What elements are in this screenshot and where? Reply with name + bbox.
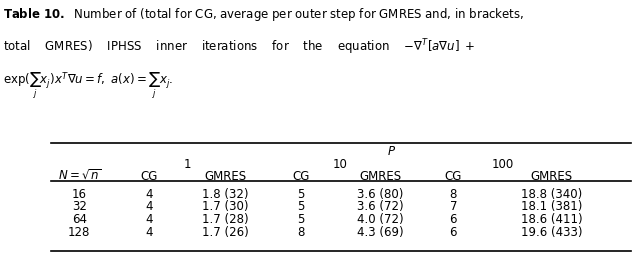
Text: $N = \sqrt{n}$: $N = \sqrt{n}$ xyxy=(58,169,101,183)
Text: $\mathbf{Table\ 10.}$  Number of (total for CG, average per outer step for GMRES: $\mathbf{Table\ 10.}$ Number of (total f… xyxy=(3,6,524,23)
Text: CG: CG xyxy=(140,170,158,182)
Text: GMRES: GMRES xyxy=(359,170,401,182)
Text: 18.6 (411): 18.6 (411) xyxy=(521,213,583,226)
Text: 19.6 (433): 19.6 (433) xyxy=(521,226,583,239)
Text: 100: 100 xyxy=(491,158,514,171)
Text: 5: 5 xyxy=(297,188,305,200)
Text: 3.6 (80): 3.6 (80) xyxy=(357,188,404,200)
Text: 18.8 (340): 18.8 (340) xyxy=(521,188,582,200)
Text: 18.1 (381): 18.1 (381) xyxy=(521,200,582,213)
Text: CG: CG xyxy=(444,170,462,182)
Text: 64: 64 xyxy=(72,213,87,226)
Text: 4: 4 xyxy=(145,188,153,200)
Text: CG: CG xyxy=(292,170,310,182)
Text: total    GMRES)    IPHSS    inner    iterations    for    the    equation    $-\: total GMRES) IPHSS inner iterations for … xyxy=(3,37,476,57)
Text: 10: 10 xyxy=(333,158,348,171)
Text: 5: 5 xyxy=(297,200,305,213)
Text: 5: 5 xyxy=(297,213,305,226)
Text: 4.3 (69): 4.3 (69) xyxy=(357,226,404,239)
Text: GMRES: GMRES xyxy=(531,170,573,182)
Text: 6: 6 xyxy=(450,226,457,239)
Text: 6: 6 xyxy=(450,213,457,226)
Text: 32: 32 xyxy=(72,200,87,213)
Text: $\exp(\sum_j x_j)x^T\nabla u = f,\ a(x) = \sum_j x_j.$: $\exp(\sum_j x_j)x^T\nabla u = f,\ a(x) … xyxy=(3,71,174,101)
Text: 1.7 (28): 1.7 (28) xyxy=(202,213,249,226)
Text: 1: 1 xyxy=(183,158,191,171)
Text: 8: 8 xyxy=(297,226,305,239)
Text: 1.8 (32): 1.8 (32) xyxy=(202,188,249,200)
Text: $P$: $P$ xyxy=(387,145,396,158)
Text: 1.7 (30): 1.7 (30) xyxy=(202,200,249,213)
Text: 128: 128 xyxy=(68,226,91,239)
Text: 3.6 (72): 3.6 (72) xyxy=(357,200,404,213)
Text: 7: 7 xyxy=(450,200,457,213)
Text: 16: 16 xyxy=(72,188,87,200)
Text: GMRES: GMRES xyxy=(204,170,246,182)
Text: 4: 4 xyxy=(145,213,153,226)
Text: 4.0 (72): 4.0 (72) xyxy=(357,213,404,226)
Text: 4: 4 xyxy=(145,226,153,239)
Text: 4: 4 xyxy=(145,200,153,213)
Text: 1.7 (26): 1.7 (26) xyxy=(202,226,249,239)
Text: 8: 8 xyxy=(450,188,457,200)
